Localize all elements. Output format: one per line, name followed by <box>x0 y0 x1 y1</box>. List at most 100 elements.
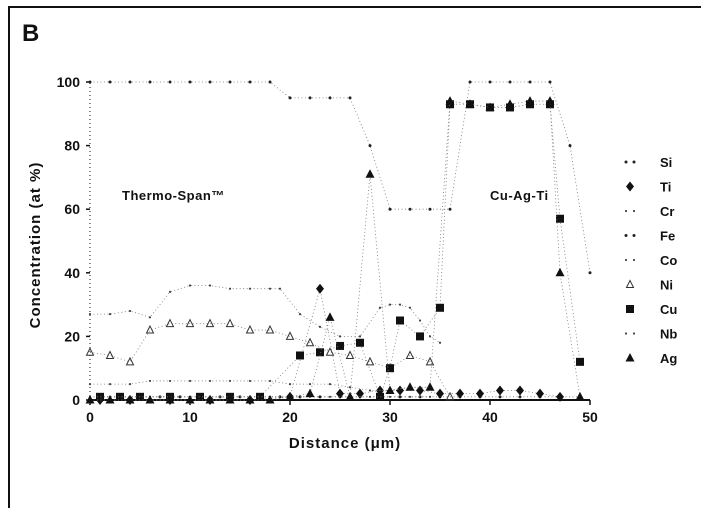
data-point-cr <box>378 306 382 309</box>
data-point-ni <box>445 391 455 401</box>
data-point-cr <box>148 316 152 319</box>
data-point-ag <box>525 96 535 105</box>
data-point-ag <box>265 395 275 404</box>
data-point-ti <box>476 388 484 399</box>
series-cr <box>88 284 442 344</box>
data-point-ag <box>575 391 585 401</box>
data-point-ti <box>456 388 464 399</box>
chart-marks <box>85 80 592 405</box>
legend-item-ag: Ag <box>625 351 677 366</box>
data-point-co <box>268 379 272 383</box>
data-point-fe <box>428 207 432 211</box>
data-point-cr <box>268 287 272 290</box>
data-point-ag <box>465 99 475 108</box>
data-point-ag <box>545 96 555 105</box>
data-point-ti <box>316 283 324 294</box>
data-point-cr <box>88 313 92 316</box>
data-point-cu <box>416 332 424 341</box>
x-tick-label: 40 <box>482 409 498 425</box>
data-point-fe <box>468 80 472 84</box>
legend-marker-fe <box>632 234 636 237</box>
data-point-ag <box>225 395 235 404</box>
data-point-cr <box>128 309 132 313</box>
data-point-cr <box>278 287 282 290</box>
data-point-cu <box>556 214 564 223</box>
legend-item-ni: Ni <box>625 278 673 293</box>
data-point-co <box>348 386 352 389</box>
data-point-co <box>328 383 332 386</box>
legend-label-ni: Ni <box>660 278 673 293</box>
legend-marker-co <box>624 258 628 262</box>
data-point-cu <box>376 392 384 401</box>
data-point-co <box>368 389 372 392</box>
legend-label-fe: Fe <box>660 229 675 244</box>
data-point-ni <box>305 337 315 347</box>
data-point-co <box>208 379 212 383</box>
data-point-fe <box>288 96 292 100</box>
data-point-co <box>168 379 172 383</box>
data-point-cu <box>436 303 444 312</box>
legend-marker-si <box>624 160 628 164</box>
data-point-ag <box>345 391 355 401</box>
legend-marker-cr <box>632 209 636 213</box>
data-point-ti <box>556 391 564 402</box>
data-point-fe <box>528 80 532 84</box>
panel-label: B <box>22 20 40 47</box>
data-point-co <box>188 379 192 383</box>
data-point-si <box>178 395 182 399</box>
legend-item-cu: Cu <box>626 302 677 317</box>
data-point-fe <box>548 80 552 84</box>
data-point-cu <box>336 341 344 350</box>
data-point-cr <box>408 306 412 309</box>
y-tick-label: 0 <box>72 392 80 408</box>
legend-marker-si <box>632 160 636 164</box>
data-point-nb <box>368 395 372 398</box>
data-point-co <box>128 383 132 386</box>
data-point-ag <box>555 267 565 277</box>
data-point-cr <box>318 325 322 328</box>
legend-item-co: Co <box>624 253 677 268</box>
data-point-ag <box>305 388 315 398</box>
data-point-ni <box>325 347 335 356</box>
data-point-fe <box>388 207 392 211</box>
data-point-fe <box>228 80 232 84</box>
x-axis-title: Distance (μm) <box>289 435 401 452</box>
legend-label-cr: Cr <box>660 204 674 219</box>
data-point-ag <box>125 395 135 404</box>
data-point-ag <box>325 312 335 321</box>
data-point-cr <box>418 319 422 322</box>
data-point-nb <box>428 395 432 398</box>
series-line-fe <box>90 81 591 273</box>
data-point-ni <box>365 356 375 366</box>
legend-label-cu: Cu <box>660 302 677 317</box>
data-point-cr <box>188 284 192 287</box>
data-point-ni <box>345 350 355 359</box>
data-point-cr <box>428 335 432 338</box>
data-point-fe <box>408 207 412 211</box>
data-point-ti <box>396 385 404 396</box>
data-point-si <box>518 395 522 399</box>
data-point-ag <box>85 395 95 404</box>
data-point-nb <box>328 395 332 398</box>
data-point-ti <box>356 388 364 399</box>
data-point-co <box>148 379 152 383</box>
y-axis-title: Concentration (at %) <box>27 162 44 329</box>
x-tick-label: 10 <box>182 409 198 425</box>
data-point-ag <box>505 99 515 108</box>
data-point-fe <box>108 80 112 84</box>
series-line-cu <box>100 103 581 399</box>
data-point-ti <box>516 385 524 396</box>
y-tick-label: 20 <box>64 328 80 344</box>
legend-marker-ni <box>625 279 635 288</box>
data-point-si <box>398 395 402 399</box>
data-point-ti <box>536 388 544 399</box>
legend-item-cr: Cr <box>624 204 674 219</box>
legend-marker-cr <box>624 209 628 213</box>
data-point-cr <box>358 335 362 338</box>
legend-label-co: Co <box>660 253 677 268</box>
data-point-ni <box>165 318 175 328</box>
data-point-cu <box>386 364 394 373</box>
data-point-co <box>288 383 292 386</box>
series-line-cr <box>90 285 441 344</box>
legend-marker-nb <box>624 332 628 335</box>
